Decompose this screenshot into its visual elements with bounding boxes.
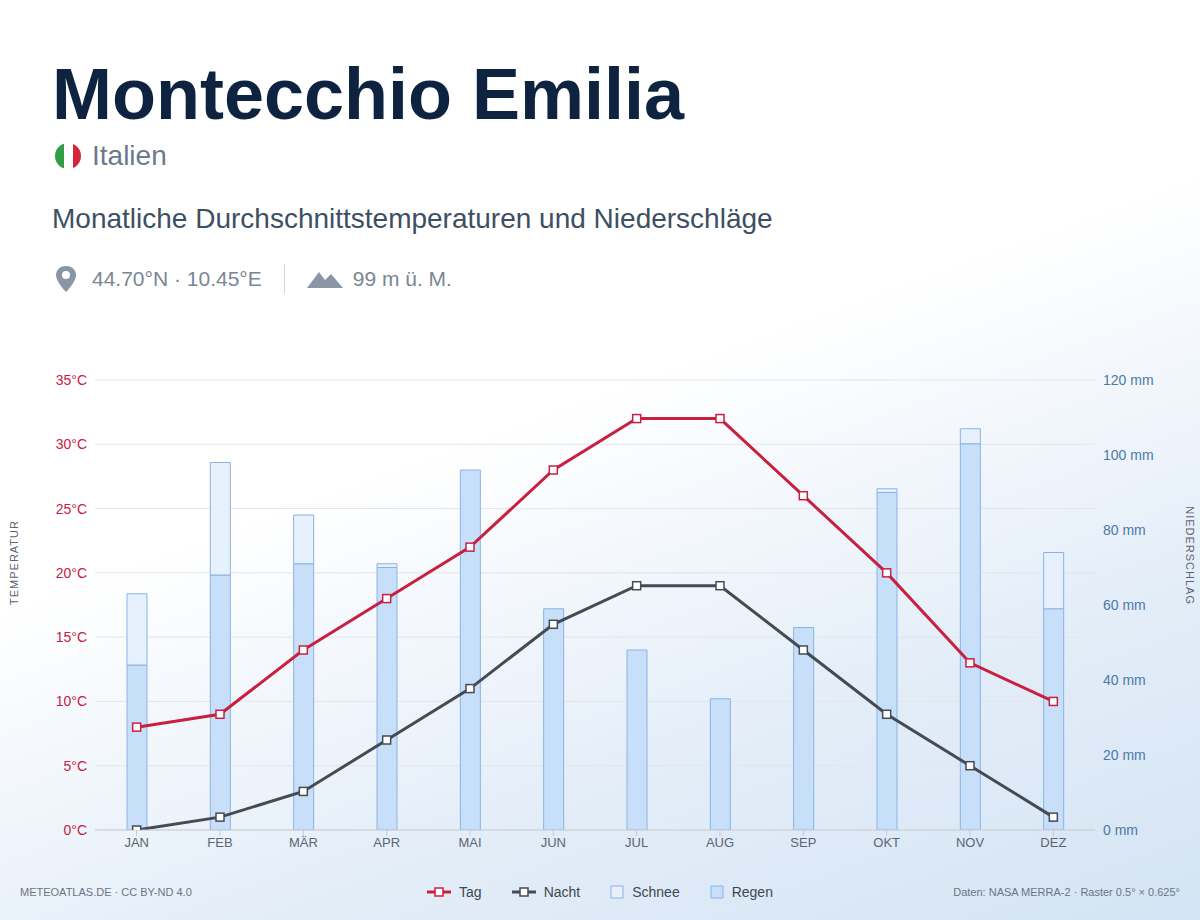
html-text:Italien: Italien [92, 140, 167, 171]
svg-text:AUG: AUG [706, 835, 734, 850]
svg-text:APR: APR [373, 835, 400, 850]
svg-text:20 mm: 20 mm [1103, 747, 1146, 763]
html-text:Regen: Regen [731, 884, 773, 900]
html-text:Montecchio Emilia: Montecchio Emilia [52, 54, 685, 134]
svg-text:80 mm: 80 mm [1103, 522, 1146, 538]
svg-text:OKT: OKT [873, 835, 900, 850]
svg-text:NIEDERSCHLAG: NIEDERSCHLAG [1184, 506, 1196, 605]
svg-text:30°C: 30°C [56, 436, 87, 452]
svg-text:40 mm: 40 mm [1103, 672, 1146, 688]
svg-text:JUN: JUN [541, 835, 566, 850]
svg-text:FEB: FEB [207, 835, 232, 850]
html-text:Tag: Tag [459, 884, 482, 900]
html-text:METEOATLAS.DE · CC BY-ND 4.0: METEOATLAS.DE · CC BY-ND 4.0 [20, 886, 192, 898]
svg-text:DEZ: DEZ [1040, 835, 1066, 850]
svg-text:25°C: 25°C [56, 501, 87, 517]
svg-text:SEP: SEP [790, 835, 816, 850]
html-text:44.70°N · 10.45°E: 44.70°N · 10.45°E [92, 267, 262, 290]
svg-text:15°C: 15°C [56, 629, 87, 645]
svg-text:5°C: 5°C [64, 758, 88, 774]
svg-text:120 mm: 120 mm [1103, 372, 1154, 388]
svg-text:10°C: 10°C [56, 693, 87, 709]
html-text:99 m ü. M.: 99 m ü. M. [352, 267, 452, 290]
svg-text:100 mm: 100 mm [1103, 447, 1154, 463]
svg-text:0 mm: 0 mm [1103, 822, 1138, 838]
html-text:Schnee: Schnee [632, 884, 680, 900]
svg-text:TEMPERATUR: TEMPERATUR [8, 520, 20, 605]
svg-text:35°C: 35°C [56, 372, 87, 388]
svg-text:MÄR: MÄR [289, 835, 318, 850]
svg-text:JUL: JUL [625, 835, 648, 850]
svg-text:20°C: 20°C [56, 565, 87, 581]
svg-text:NOV: NOV [956, 835, 985, 850]
svg-text:JAN: JAN [124, 835, 149, 850]
svg-text:MAI: MAI [458, 835, 481, 850]
svg-text:0°C: 0°C [64, 822, 88, 838]
html-text:Monatliche Durchschnittstemper: Monatliche Durchschnittstemperaturen und… [52, 203, 773, 234]
svg-text:60 mm: 60 mm [1103, 597, 1146, 613]
html-text:Nacht: Nacht [543, 884, 581, 900]
html-text:Daten: NASA MERRA-2 · Raster 0: Daten: NASA MERRA-2 · Raster 0.5° × 0.62… [953, 886, 1180, 898]
